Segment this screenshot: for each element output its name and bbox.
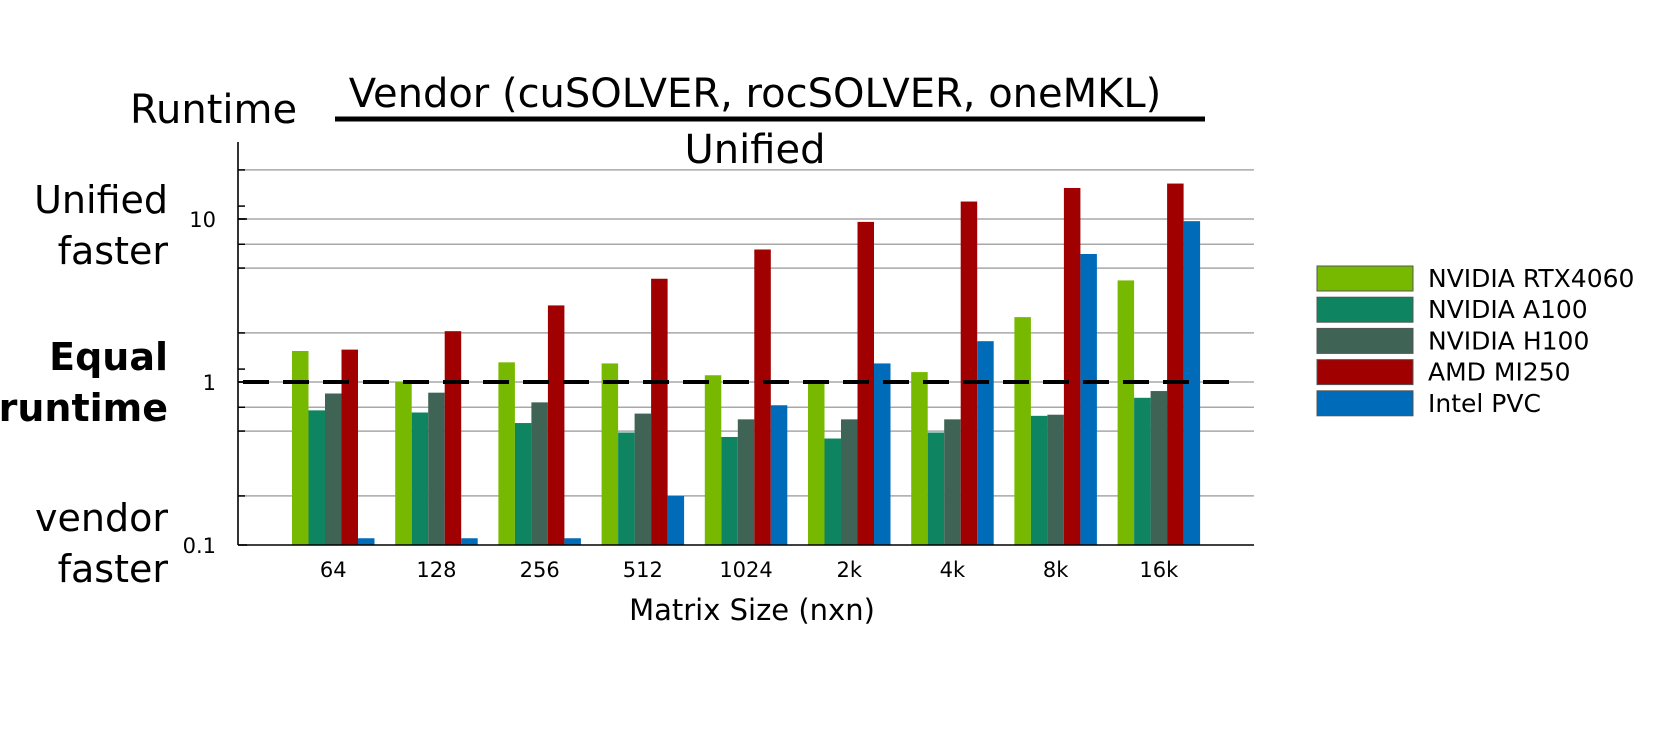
- bar-nvidia-rtx4060-1024: [704, 375, 722, 545]
- bar-intel-pvc-16k: [1183, 221, 1201, 546]
- bar-intel-pvc-4k: [977, 341, 994, 545]
- y-tick-labels: 0.1 1 10: [183, 208, 216, 558]
- bar-nvidia-h100-16k: [1150, 391, 1168, 545]
- bar-nvidia-rtx4060-8k: [1014, 317, 1031, 545]
- bar-nvidia-rtx4060-64: [292, 350, 309, 545]
- bar-nvidia-h100-128: [428, 392, 445, 545]
- bar-intel-pvc-1024: [770, 405, 788, 545]
- legend-swatch: [1316, 359, 1414, 386]
- title-denominator: Unified: [685, 127, 826, 173]
- bar-nvidia-rtx4060-128: [395, 382, 412, 545]
- x-tick-label: 2k: [836, 558, 862, 582]
- bar-nvidia-a100-4k: [927, 432, 945, 545]
- legend-label: AMD MI250: [1428, 358, 1571, 387]
- bar-nvidia-h100-256: [531, 402, 548, 545]
- legend-label: NVIDIA A100: [1428, 295, 1588, 324]
- x-tick-label: 16k: [1139, 558, 1179, 582]
- bar-nvidia-a100-2k: [824, 438, 841, 545]
- bar-intel-pvc-64: [358, 538, 375, 545]
- legend-swatch: [1316, 296, 1414, 323]
- bar-amd-mi250-8k: [1063, 187, 1081, 545]
- y-annotation-middle-2: runtime: [0, 386, 168, 430]
- bar-nvidia-a100-128: [411, 412, 429, 545]
- y-annotation-middle-1: Equal: [49, 335, 168, 379]
- x-tick-label: 8k: [1043, 558, 1069, 582]
- y-annotation-bottom-2: faster: [58, 547, 169, 591]
- legend-label: Intel PVC: [1428, 389, 1541, 418]
- legend-label: NVIDIA RTX4060: [1428, 264, 1634, 293]
- bar-intel-pvc-256: [564, 538, 581, 545]
- x-tick-labels: 64 128 256 512 1024 2k 4k 8k 16k: [320, 558, 1179, 582]
- legend-swatch: [1316, 390, 1414, 417]
- bar-amd-mi250-16k: [1167, 183, 1184, 545]
- bar-nvidia-rtx4060-2k: [808, 382, 825, 545]
- bar-amd-mi250-128: [444, 331, 462, 545]
- bar-nvidia-h100-4k: [944, 419, 961, 545]
- x-tick-label: 256: [520, 558, 560, 582]
- bar-nvidia-rtx4060-256: [498, 362, 515, 545]
- bar-amd-mi250-1024: [754, 249, 771, 545]
- bar-nvidia-a100-1024: [721, 436, 738, 545]
- bar-nvidia-h100-8k: [1047, 414, 1064, 545]
- x-tick-label: 128: [416, 558, 456, 582]
- bar-nvidia-h100-64: [325, 393, 342, 545]
- y-tick-label: 0.1: [183, 534, 216, 558]
- x-tick-label: 512: [623, 558, 663, 582]
- bar-intel-pvc-2k: [874, 363, 891, 545]
- bar-intel-pvc-128: [461, 538, 478, 545]
- bar-nvidia-h100-1024: [737, 419, 755, 545]
- bar-amd-mi250-4k: [960, 201, 978, 545]
- bar-nvidia-rtx4060-16k: [1117, 280, 1135, 545]
- x-tick-label: 4k: [940, 558, 966, 582]
- bar-intel-pvc-512: [667, 495, 685, 545]
- bar-nvidia-a100-64: [308, 410, 325, 545]
- x-axis-label: Matrix Size (nxn): [629, 593, 875, 627]
- y-annotation-bottom-1: vendor: [35, 496, 168, 540]
- title-prefix: Runtime: [130, 87, 297, 133]
- y-annotation-top-1: Unified: [34, 178, 168, 222]
- title-numerator: Vendor (cuSOLVER, rocSOLVER, oneMKL): [349, 71, 1162, 117]
- legend-label: NVIDIA H100: [1428, 326, 1589, 355]
- bar-nvidia-rtx4060-512: [601, 363, 619, 545]
- legend-swatch: [1316, 265, 1414, 292]
- bar-nvidia-a100-256: [514, 423, 532, 545]
- legend-swatch: [1316, 327, 1414, 354]
- bar-nvidia-a100-16k: [1134, 397, 1151, 545]
- y-tick-label: 10: [189, 208, 216, 232]
- bar-nvidia-a100-512: [618, 432, 635, 545]
- bar-nvidia-a100-8k: [1030, 415, 1048, 545]
- axes: [237, 142, 1254, 546]
- bar-nvidia-rtx4060-4k: [911, 372, 928, 545]
- y-annotation-top-2: faster: [58, 229, 169, 273]
- bars: [292, 183, 1201, 546]
- bar-amd-mi250-64: [341, 349, 358, 545]
- x-tick-label: 1024: [719, 558, 772, 582]
- bar-amd-mi250-512: [651, 278, 668, 545]
- y-tick-label: 1: [203, 371, 216, 395]
- bar-intel-pvc-8k: [1080, 253, 1097, 545]
- bar-nvidia-h100-512: [634, 413, 652, 545]
- x-tick-label: 64: [320, 558, 347, 582]
- bar-nvidia-h100-2k: [841, 419, 858, 545]
- bar-amd-mi250-256: [547, 305, 565, 545]
